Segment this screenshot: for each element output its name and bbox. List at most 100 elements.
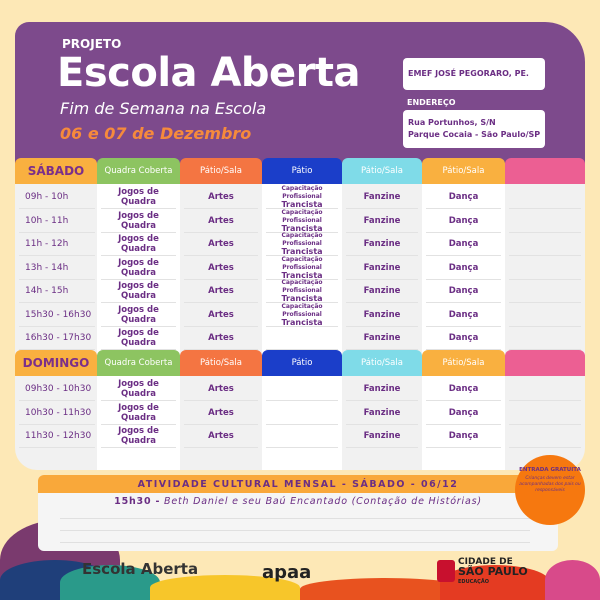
time-cell: 11h - 12h (19, 233, 95, 256)
time-cell: 16h30 - 17h30 (19, 327, 95, 350)
activity-subtitle: Capacitação Profissional (281, 185, 323, 200)
schedule-cell: Fanzine (346, 280, 418, 303)
schedule-cell: Fanzine (346, 402, 418, 425)
schedule-cell (266, 425, 338, 448)
schedule-cell: Dança (426, 186, 501, 209)
schedule-cell: Artes (184, 186, 258, 209)
activity-name: Trancista (281, 317, 323, 327)
address-label: ENDEREÇO (407, 98, 456, 107)
activity-subtitle: Capacitação Profissional (281, 232, 323, 247)
activity-subtitle: Capacitação Profissional (281, 208, 323, 224)
schedule-cell: Jogos de Quadra (101, 327, 176, 350)
schedule-cell: Dança (426, 304, 501, 327)
activity-name: Trancista (281, 270, 323, 280)
column-header: Pátio/Sala (180, 158, 262, 184)
schedule-cell: Capacitação Profissional Trancista (266, 279, 338, 303)
schedule-cell: Jogos de Quadra (101, 233, 176, 256)
escola-aberta-logo: Escola Aberta (82, 560, 199, 578)
free-entry-badge: ENTRADA GRATUITA Crianças devem estar ac… (515, 455, 585, 525)
schedule-cell: Capacitação Profissional Trancista (266, 185, 338, 209)
decor-blob (60, 565, 160, 600)
activity-subtitle: Capacitação Profissional (281, 279, 323, 294)
schedule-cell: Dança (426, 280, 501, 303)
schedule-cell: Dança (426, 210, 501, 233)
schedule-cell: Dança (426, 327, 501, 350)
time-cell: 15h30 - 16h30 (19, 304, 95, 327)
schedule-cell (509, 186, 581, 209)
schedule-cell (266, 327, 338, 350)
schedule-cell: Fanzine (346, 425, 418, 448)
logo-line: EDUCAÇÃO (458, 579, 489, 585)
schedule-cell (509, 233, 581, 256)
column-header (505, 350, 585, 376)
address-line: Parque Cocaia - São Paulo/SP (408, 130, 541, 139)
schedule-cell: Fanzine (346, 304, 418, 327)
schedule-cell: Fanzine (346, 186, 418, 209)
schedule-cell (266, 378, 338, 401)
schedule-cell (509, 425, 581, 448)
schedule-cell: Capacitação Profissional Trancista (266, 302, 338, 327)
schedule-cell: Jogos de Quadra (101, 186, 176, 209)
decor-blob (440, 565, 550, 600)
cultural-activity-line: 15h30 - Beth Daniel e seu Baú Encantado … (38, 496, 558, 507)
schedule-cell: Fanzine (346, 210, 418, 233)
time-cell: 11h30 - 12h30 (19, 425, 95, 448)
schedule-cell: Dança (426, 378, 501, 401)
column-header: Pátio/Sala (342, 158, 422, 184)
divider (60, 518, 530, 519)
schedule-cell (509, 257, 581, 280)
cultural-event: Beth Daniel e seu Baú Encantado (Contaçã… (164, 496, 482, 507)
schedule-cell: Artes (184, 327, 258, 350)
badge-note: Crianças devem estar acompanhadas dos pa… (519, 476, 581, 493)
column-header: Pátio/Sala (422, 350, 505, 376)
schedule-cell: Jogos de Quadra (101, 402, 176, 425)
schedule-cell: Fanzine (346, 378, 418, 401)
activity-name: Trancista (281, 200, 323, 209)
schedule-cell (266, 402, 338, 425)
schedule-cell: Dança (426, 233, 501, 256)
activity-subtitle: Capacitação Profissional (281, 302, 323, 318)
subtitle: Fim de Semana na Escola (60, 99, 267, 118)
activity-name: Trancista (281, 223, 323, 233)
logo-line: SÃO PAULO (458, 565, 528, 578)
project-label: PROJETO (62, 37, 122, 51)
schedule-cell: Capacitação Profissional Trancista (266, 232, 338, 256)
apaa-logo: apaa (262, 562, 312, 583)
schedule-cell (509, 378, 581, 401)
decor-blob (545, 560, 600, 600)
divider (60, 530, 530, 531)
page-title: Escola Aberta (57, 50, 361, 96)
column-header: Quadra Coberta (97, 350, 180, 376)
schedule-cell: Artes (184, 402, 258, 425)
sao-paulo-logo: CIDADE DE SÃO PAULO EDUCAÇÃO (458, 557, 528, 587)
dates: 06 e 07 de Dezembro (60, 124, 252, 143)
time-cell: 13h - 14h (19, 257, 95, 280)
schedule-cell (509, 327, 581, 350)
address: Rua Portunhos, S/N Parque Cocaia - São P… (403, 110, 545, 148)
school-name: EMEF JOSÉ PEGORARO, PE. (403, 58, 545, 90)
schedule-cell: Dança (426, 257, 501, 280)
time-cell: 14h - 15h (19, 280, 95, 303)
time-cell: 09h30 - 10h30 (19, 378, 95, 401)
schedule-cell (509, 280, 581, 303)
decor-blob (150, 575, 300, 600)
schedule-cell (509, 210, 581, 233)
schedule-cell: Artes (184, 304, 258, 327)
time-cell: 10h - 11h (19, 210, 95, 233)
cultural-activity-title: ATIVIDADE CULTURAL MENSAL - SÁBADO - 06/… (38, 475, 558, 493)
schedule-cell: Jogos de Quadra (101, 257, 176, 280)
column-header: Pátio (262, 350, 342, 376)
schedule-cell: Artes (184, 210, 258, 233)
schedule-cell (509, 304, 581, 327)
schedule-cell: Dança (426, 425, 501, 448)
schedule-cell: Jogos de Quadra (101, 280, 176, 303)
schedule-cell: Artes (184, 425, 258, 448)
sao-paulo-crest-icon (437, 560, 455, 582)
cultural-time: 15h30 - (114, 496, 161, 507)
schedule-cell: Jogos de Quadra (101, 210, 176, 233)
day-header: SÁBADO (15, 158, 97, 184)
day-header: DOMINGO (15, 350, 97, 376)
schedule-cell: Jogos de Quadra (101, 425, 176, 448)
schedule-cell: Jogos de Quadra (101, 378, 176, 401)
schedule-cell: Jogos de Quadra (101, 304, 176, 327)
